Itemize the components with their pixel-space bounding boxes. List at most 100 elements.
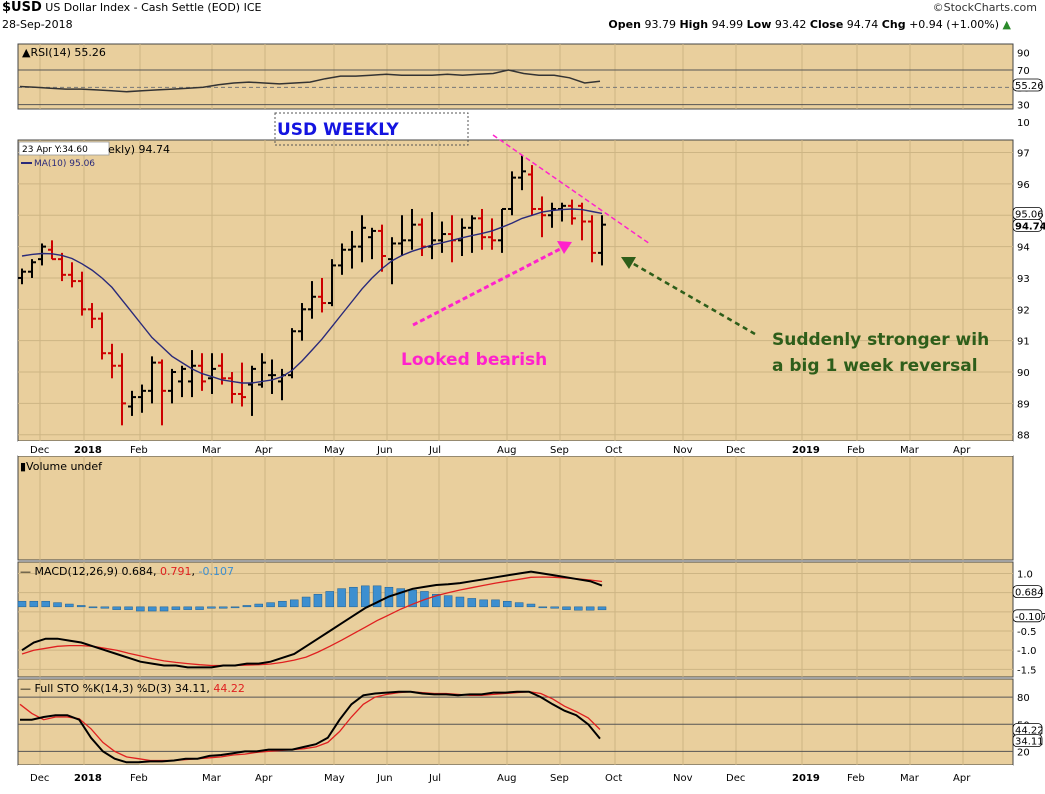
title-box bbox=[274, 112, 469, 146]
macd-histogram-bar bbox=[337, 588, 346, 608]
symbol: $USD bbox=[2, 0, 42, 15]
macd-value-tag-box bbox=[1012, 585, 1043, 599]
instrument-name: US Dollar Index - Cash Settle (EOD) bbox=[45, 1, 241, 14]
macd-histogram-bar bbox=[349, 586, 358, 608]
price-bar bbox=[318, 277, 326, 313]
price-bar bbox=[498, 207, 506, 253]
close-value-tag: 94.74 bbox=[1015, 221, 1045, 232]
price-bar bbox=[548, 202, 556, 228]
macd-histogram-bar bbox=[100, 606, 110, 609]
macd-histogram-bar bbox=[550, 606, 559, 609]
macd-histogram-bar bbox=[266, 602, 275, 608]
macd-signal-line bbox=[21, 576, 603, 667]
chart-header-title: $USD US Dollar Index - Cash Settle (EOD)… bbox=[2, 0, 261, 15]
x-tick-label-top: Jun bbox=[376, 445, 393, 456]
macd-histogram-bar bbox=[467, 598, 477, 608]
sto-y-tick: 80 bbox=[1017, 693, 1030, 704]
high-label: High bbox=[679, 18, 709, 31]
sto-d-value-tag: 44.22 bbox=[1015, 725, 1044, 736]
macd-histogram-bar bbox=[254, 603, 263, 608]
price-bar bbox=[68, 262, 76, 288]
macd-histogram-bar bbox=[76, 605, 86, 608]
price-bar bbox=[298, 303, 306, 341]
x-tick-label-top: Nov bbox=[673, 445, 693, 456]
price-bar bbox=[378, 224, 386, 272]
macd-line bbox=[21, 570, 603, 669]
price-y-tick: 93 bbox=[1017, 274, 1030, 285]
macd-y-tick: -1.5 bbox=[1017, 665, 1037, 676]
price-y-tick: 97 bbox=[1017, 149, 1030, 160]
price-bar bbox=[48, 240, 56, 261]
macd-histogram-bar bbox=[479, 599, 488, 608]
price-bar bbox=[518, 155, 526, 191]
ma10-line bbox=[21, 208, 603, 384]
macd-histogram-bar bbox=[242, 605, 252, 608]
macd-histogram-bar bbox=[17, 600, 27, 608]
macd-hist-value-tag-box bbox=[1012, 609, 1043, 623]
x-tick-label-top: Jul bbox=[428, 445, 441, 456]
rsi-value-tag: 55.26 bbox=[1015, 81, 1044, 92]
up-arrow-icon: ▲ bbox=[1002, 18, 1011, 31]
x-tick-label-bottom: Sep bbox=[550, 773, 569, 784]
x-tick-label-bottom: Aug bbox=[497, 773, 517, 784]
x-tick-label-top: Apr bbox=[953, 445, 971, 456]
macd-y-tick: -1.0 bbox=[1017, 646, 1037, 657]
x-tick-label-top: Feb bbox=[847, 445, 865, 456]
rsi-y-tick: 90 bbox=[1017, 49, 1030, 60]
price-bar bbox=[118, 353, 126, 426]
macd-histogram-bar bbox=[195, 606, 204, 610]
volume-label: ▮Volume undef bbox=[20, 460, 103, 473]
brand-label: ©StockCharts.com bbox=[932, 1, 1037, 14]
x-tick-label-top: May bbox=[324, 445, 345, 456]
price-bar bbox=[528, 165, 536, 216]
macd-value-tag: 0.684 bbox=[1015, 588, 1044, 599]
macd-histogram-bar bbox=[538, 606, 548, 609]
macd-histogram-bar bbox=[514, 602, 524, 608]
price-y-tick: 96 bbox=[1017, 180, 1030, 191]
x-tick-label-top: Dec bbox=[726, 445, 745, 456]
x-tick-label-bottom: Mar bbox=[900, 773, 920, 784]
reversal-annotation-line1: Suddenly stronger wih bbox=[772, 330, 989, 350]
macd-histogram-bar bbox=[325, 591, 335, 608]
x-tick-label-top: Oct bbox=[605, 445, 622, 456]
price-y-tick: 90 bbox=[1017, 368, 1030, 379]
price-bar bbox=[248, 365, 256, 416]
high-value: 94.99 bbox=[711, 18, 744, 31]
price-bar bbox=[368, 227, 376, 260]
price-y-tick: 91 bbox=[1017, 337, 1030, 348]
open-label: Open bbox=[608, 18, 641, 31]
price-bar bbox=[488, 218, 496, 250]
price-bar bbox=[158, 359, 166, 426]
panel-vol bbox=[17, 455, 1014, 561]
sto-k-value-tag: 34.11 bbox=[1015, 737, 1044, 748]
ma-label: MA(10) 95.06 bbox=[34, 159, 95, 169]
macd-histogram-bar bbox=[301, 596, 311, 608]
macd-histogram-bar bbox=[65, 603, 74, 608]
price-bar bbox=[178, 365, 186, 398]
macd-histogram-bar bbox=[171, 606, 181, 610]
sto-d-line bbox=[19, 691, 601, 762]
macd-histogram-bar bbox=[41, 600, 50, 608]
x-tick-label-top: Sep bbox=[550, 445, 569, 456]
price-bar bbox=[568, 199, 576, 225]
price-y-tick: 94 bbox=[1017, 243, 1030, 254]
chart-date: 28-Sep-2018 bbox=[2, 18, 73, 31]
x-tick-label-bottom: Apr bbox=[953, 773, 971, 784]
bearish-arrowhead bbox=[557, 241, 572, 254]
rsi-y-tick: 70 bbox=[1017, 66, 1030, 77]
x-tick-label-bottom: Dec bbox=[30, 773, 49, 784]
x-tick-label-bottom: Nov bbox=[673, 773, 693, 784]
price-bar bbox=[18, 268, 26, 285]
price-bar bbox=[78, 271, 86, 316]
price-bar bbox=[138, 384, 146, 413]
price-bar bbox=[148, 356, 156, 404]
close-value-tag-box bbox=[1012, 219, 1043, 232]
price-bar bbox=[188, 350, 196, 398]
low-value: 93.42 bbox=[774, 18, 807, 31]
price-bar bbox=[108, 343, 116, 379]
rsi-label: ▲RSI(14) 55.26 bbox=[22, 46, 106, 59]
price-bar bbox=[438, 221, 446, 253]
macd-histogram-bar bbox=[218, 606, 228, 609]
price-bar bbox=[208, 353, 216, 394]
